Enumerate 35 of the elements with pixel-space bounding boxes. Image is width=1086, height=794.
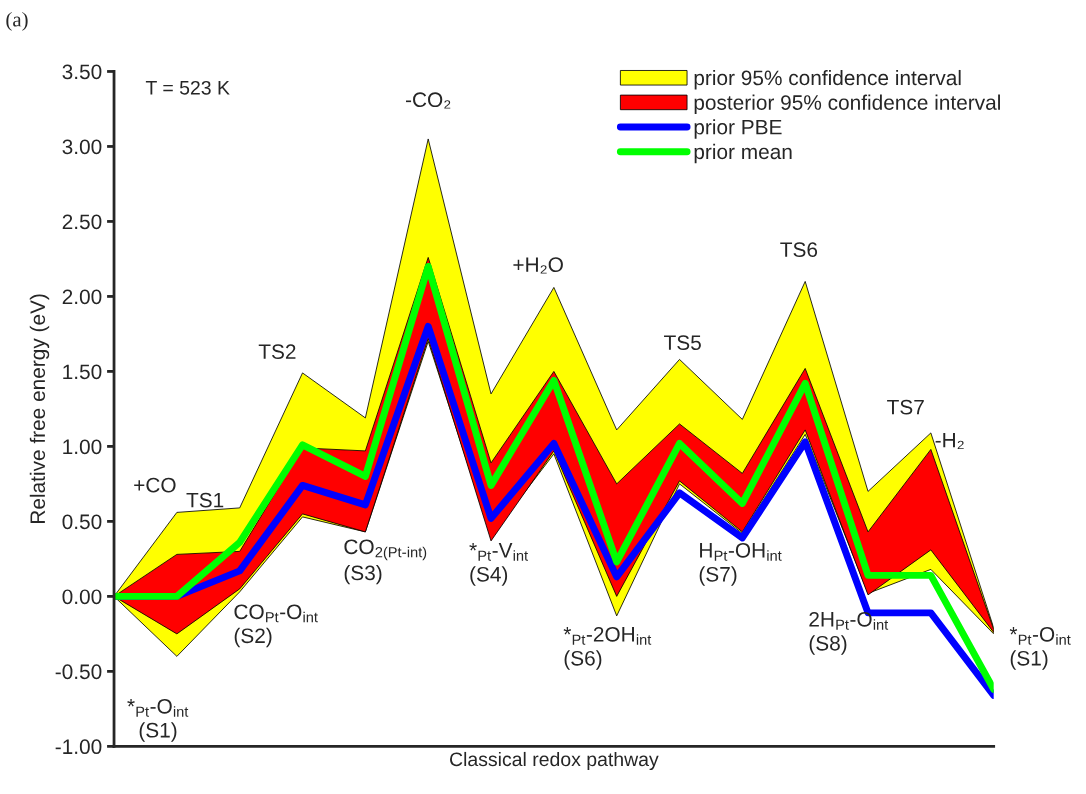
y-axis-title: Relative free energy (eV) bbox=[29, 294, 50, 523]
legend-label: prior 95% confidence interval bbox=[694, 69, 961, 90]
text: CO$_{Pt}$-O$_{int}$ (S2) bbox=[234, 604, 318, 648]
legend-label: posterior 95% confidence interval bbox=[694, 94, 1000, 115]
y-tick-label: 1.50 bbox=[63, 364, 102, 380]
annotation: +CO bbox=[134, 477, 176, 493]
y-tick-label: -0.50 bbox=[55, 664, 102, 680]
y-tick-label: 0.00 bbox=[62, 589, 102, 605]
annotation: TS6 bbox=[780, 242, 818, 258]
y-tick-label: 2.00 bbox=[62, 289, 102, 305]
annotation: TS5 bbox=[664, 335, 701, 351]
legend-label: prior mean bbox=[694, 143, 792, 164]
y-tick-label: -1.00 bbox=[55, 739, 102, 755]
y-tick-label: 3.50 bbox=[62, 64, 102, 80]
y-tick-label: 1.00 bbox=[63, 439, 102, 455]
x-axis-title: Classical redox pathway bbox=[450, 751, 659, 771]
annotation: *$_{Pt}$-O$_{int}$ (S1) bbox=[127, 698, 189, 742]
chart-title: (a) bbox=[6, 11, 28, 31]
annotation: +H₂O bbox=[513, 257, 563, 274]
annotation: T = 523 K bbox=[145, 80, 230, 95]
annotation: TS7 bbox=[887, 399, 924, 415]
annotation: TS1 bbox=[186, 492, 224, 508]
y-tick-label: 2.50 bbox=[62, 214, 102, 230]
legend-label: prior PBE bbox=[694, 119, 782, 139]
text: *$_{Pt}$-2OH$_{int}$ (S6) bbox=[563, 626, 652, 670]
text: *$_{Pt}$-O$_{int}$ (S1) bbox=[1009, 626, 1071, 670]
annotation: -CO₂ bbox=[405, 92, 451, 109]
annotation: -H₂ bbox=[935, 432, 964, 450]
y-tick-label: 3.00 bbox=[62, 139, 102, 155]
text: H$_{Pt}$-OH$_{int}$ (S7) bbox=[699, 542, 782, 586]
annotation: TS2 bbox=[258, 344, 296, 360]
y-tick-label: 0.50 bbox=[62, 514, 102, 530]
annotation: CO$_{2(Pt-int)}$ (S3) bbox=[344, 539, 427, 585]
annotation: *$_{Pt}$-V$_{int}$ (S4) bbox=[469, 543, 528, 586]
text: 2H$_{Pt}$-O$_{int}$ (S8) bbox=[809, 611, 889, 655]
